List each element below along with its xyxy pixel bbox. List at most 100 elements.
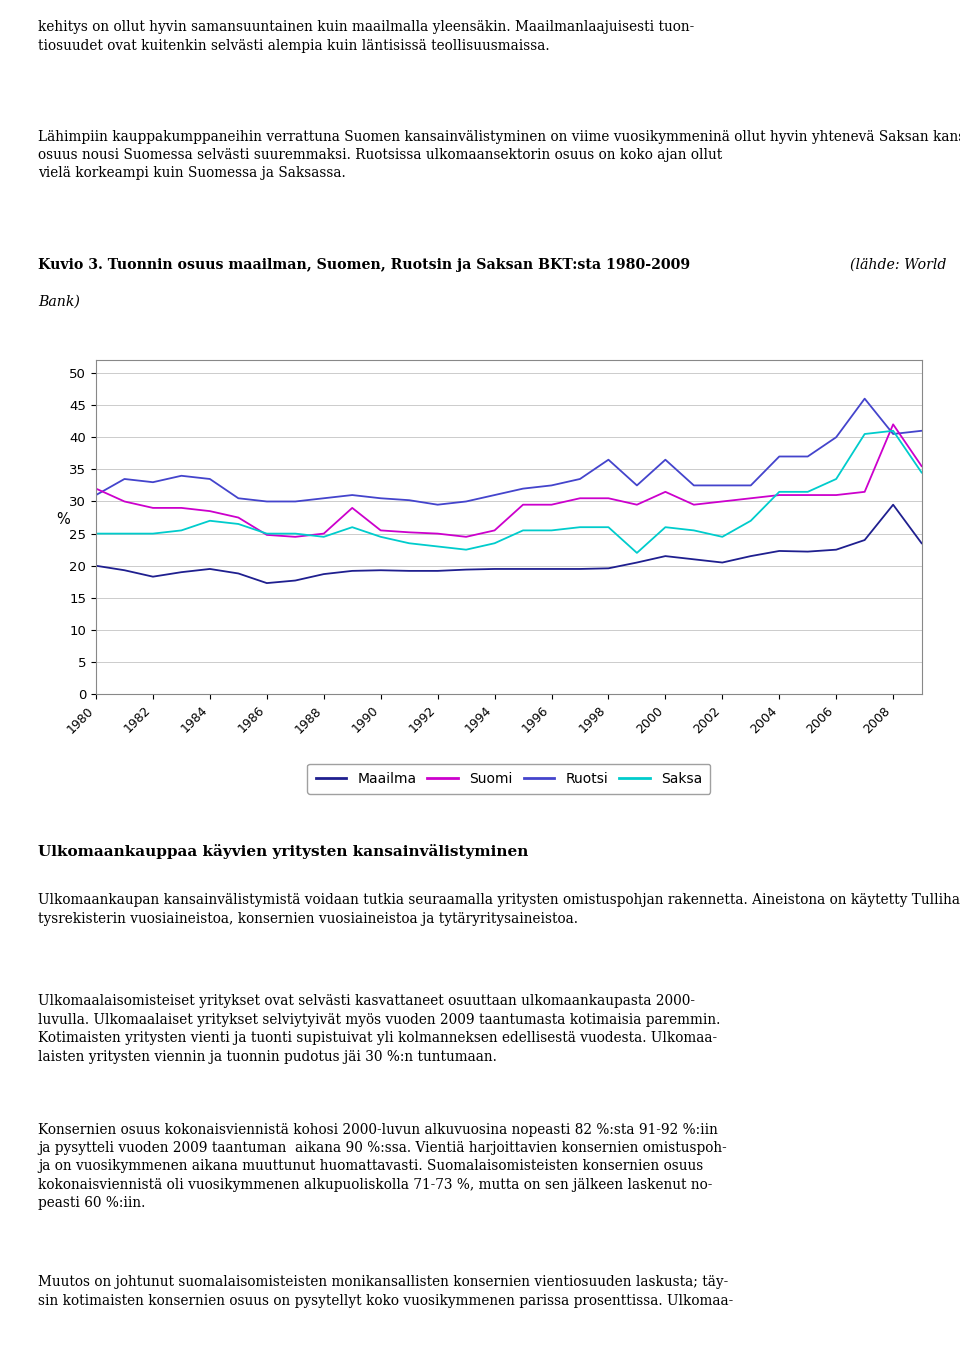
Saksa	[631, 544, 642, 561]
Text: Bank): Bank)	[38, 295, 81, 308]
Line: Ruotsi: Ruotsi	[96, 398, 922, 505]
Ruotsi	[574, 471, 586, 487]
Saksa	[232, 516, 244, 532]
Maailma	[745, 548, 756, 565]
Ruotsi	[517, 480, 529, 496]
Ruotsi	[802, 449, 813, 465]
Ruotsi	[461, 494, 472, 510]
Saksa	[859, 426, 871, 442]
Saksa	[90, 525, 102, 542]
Suomi	[916, 458, 927, 475]
Ruotsi	[290, 494, 301, 510]
Suomi	[859, 484, 871, 501]
Maailma	[859, 532, 871, 548]
Maailma	[290, 573, 301, 589]
Saksa	[318, 529, 329, 546]
Saksa	[774, 484, 785, 501]
Saksa	[375, 529, 387, 546]
Maailma	[204, 561, 216, 577]
Maailma	[660, 548, 671, 565]
Maailma	[232, 565, 244, 581]
Maailma	[461, 562, 472, 578]
Suomi	[802, 487, 813, 503]
Maailma	[347, 563, 358, 580]
Suomi	[688, 496, 700, 513]
Saksa	[830, 471, 842, 487]
Ruotsi	[830, 430, 842, 446]
Ruotsi	[347, 487, 358, 503]
Suomi	[545, 496, 557, 513]
Ruotsi	[887, 426, 899, 442]
Suomi	[774, 487, 785, 503]
Maailma	[318, 566, 329, 582]
Suomi	[432, 525, 444, 542]
Saksa	[347, 520, 358, 536]
Maailma	[375, 562, 387, 578]
Maailma	[830, 542, 842, 558]
Maailma	[432, 563, 444, 580]
Suomi	[261, 527, 273, 543]
Saksa	[574, 520, 586, 536]
Maailma	[631, 554, 642, 570]
Ruotsi	[859, 390, 871, 406]
Ruotsi	[232, 490, 244, 506]
Ruotsi	[603, 451, 614, 468]
Suomi	[347, 499, 358, 516]
Saksa	[716, 529, 728, 546]
Text: Ulkomaankauppaa käyvien yritysten kansainvälistyminen: Ulkomaankauppaa käyvien yritysten kansai…	[38, 844, 529, 859]
Maailma	[916, 535, 927, 551]
Suomi	[489, 522, 500, 539]
Suomi	[318, 525, 329, 542]
Suomi	[830, 487, 842, 503]
Ruotsi	[318, 490, 329, 506]
Ruotsi	[688, 477, 700, 494]
Maailma	[688, 551, 700, 567]
Text: (lähde: World: (lähde: World	[850, 258, 946, 271]
Ruotsi	[261, 494, 273, 510]
Maailma	[119, 562, 131, 578]
Saksa	[147, 525, 158, 542]
Line: Saksa: Saksa	[96, 431, 922, 552]
Suomi	[887, 416, 899, 432]
Saksa	[261, 525, 273, 542]
Ruotsi	[545, 477, 557, 494]
Maailma	[545, 561, 557, 577]
Suomi	[517, 496, 529, 513]
Ruotsi	[774, 449, 785, 465]
Legend: Maailma, Suomi, Ruotsi, Saksa: Maailma, Suomi, Ruotsi, Saksa	[307, 764, 710, 794]
Suomi	[176, 499, 187, 516]
Saksa	[489, 535, 500, 551]
Suomi	[631, 496, 642, 513]
Line: Maailma: Maailma	[96, 505, 922, 582]
Ruotsi	[432, 496, 444, 513]
Saksa	[916, 464, 927, 480]
Saksa	[432, 539, 444, 555]
Maailma	[574, 561, 586, 577]
Ruotsi	[90, 487, 102, 503]
Suomi	[660, 484, 671, 501]
Suomi	[716, 494, 728, 510]
Text: Ulkomaankaupan kansainvälistymistä voidaan tutkia seuraamalla yritysten omistusp: Ulkomaankaupan kansainvälistymistä voida…	[38, 893, 960, 926]
Saksa	[660, 520, 671, 536]
Suomi	[745, 490, 756, 506]
Suomi	[403, 524, 415, 540]
Ruotsi	[660, 451, 671, 468]
Suomi	[204, 503, 216, 520]
Ruotsi	[489, 487, 500, 503]
Saksa	[517, 522, 529, 539]
Ruotsi	[745, 477, 756, 494]
Y-axis label: %: %	[56, 513, 70, 528]
Line: Suomi: Suomi	[96, 424, 922, 537]
Text: Muutos on johtunut suomalaisomisteisten monikansallisten konsernien vientiosuude: Muutos on johtunut suomalaisomisteisten …	[38, 1275, 733, 1308]
Maailma	[489, 561, 500, 577]
Suomi	[603, 490, 614, 506]
Ruotsi	[916, 423, 927, 439]
Maailma	[403, 563, 415, 580]
Maailma	[147, 569, 158, 585]
Saksa	[176, 522, 187, 539]
Saksa	[403, 535, 415, 551]
Saksa	[204, 513, 216, 529]
Maailma	[802, 543, 813, 559]
Ruotsi	[631, 477, 642, 494]
Saksa	[688, 522, 700, 539]
